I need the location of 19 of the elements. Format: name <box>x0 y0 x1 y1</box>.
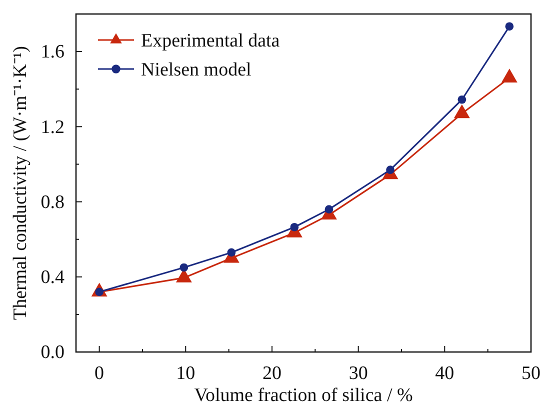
y-tick-label: 0.4 <box>40 266 65 288</box>
x-tick-label: 0 <box>94 362 104 384</box>
point <box>324 205 334 214</box>
x-tick-label: 40 <box>435 362 454 384</box>
y-tick-label: 0.8 <box>40 192 64 213</box>
legend-label: Experimental data <box>141 30 280 52</box>
x-tick-label: 50 <box>522 362 540 384</box>
y-tick-label: 0.0 <box>40 342 64 364</box>
y-axis-title: Thermal conductivity / (W·m⁻¹·K⁻¹) <box>10 46 31 320</box>
x-axis-title: Volume fraction of silica / % <box>194 385 413 406</box>
y-tick-label: 1.2 <box>40 116 64 138</box>
legend-label: Nielsen model <box>141 60 252 81</box>
x-tick-label: 20 <box>262 362 282 384</box>
point <box>290 222 299 232</box>
y-tick-label: 1.6 <box>40 42 64 63</box>
point <box>505 22 514 31</box>
point <box>458 95 466 104</box>
x-tick-label: 10 <box>176 362 196 384</box>
x-tick-label: 30 <box>348 362 368 384</box>
